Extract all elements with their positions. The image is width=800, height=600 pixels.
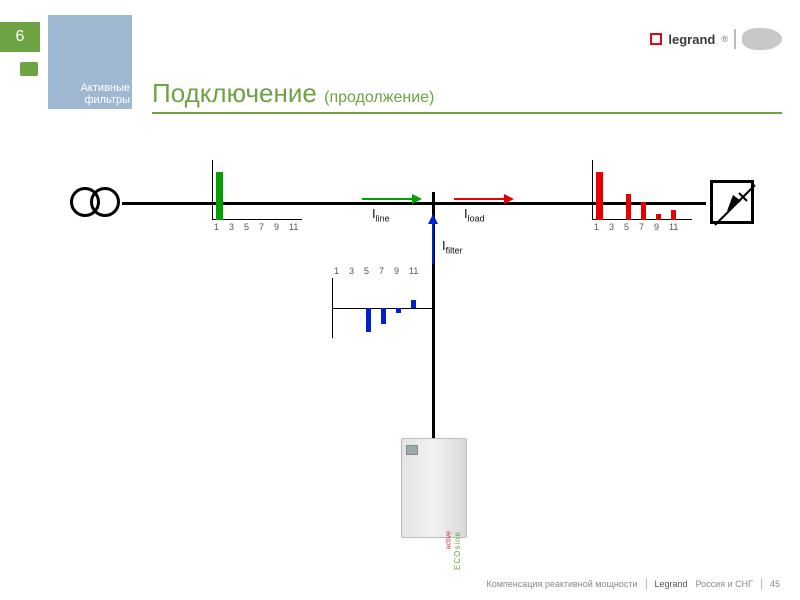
bar [626,194,631,220]
sidebar-line2: фильтры [84,94,130,106]
bar [641,202,646,220]
footer-region: Россия и СНГ [696,579,753,589]
tick: 5 [364,266,369,276]
tick: 7 [259,222,264,232]
arrow-label-load: Iload [464,206,485,224]
footer-divider [646,578,647,590]
logo-area: legrand ® [650,28,782,50]
title-main: Подключение [152,78,317,108]
footer-page: 45 [770,579,780,589]
chart-load-red: 1357911 [592,160,692,220]
bar [596,172,603,220]
arrow-head [504,194,514,204]
tick: 3 [609,222,614,232]
footer: Компенсация реактивной мощности Legrand … [486,578,780,590]
diode-icon [713,183,757,227]
footer-left: Компенсация реактивной мощности [486,579,637,589]
tick: 3 [349,266,354,276]
leaf-icon [20,62,38,76]
title-underline [152,112,782,114]
arrow-label-filter: Ifilter [442,238,463,256]
bar [411,300,416,308]
tick: 1 [334,266,339,276]
device-brand2: active [445,531,452,549]
chart-line-green: 1357911 [212,160,302,220]
device-panel [406,445,418,455]
tick: 9 [274,222,279,232]
tick: 7 [379,266,384,276]
tick: 11 [669,222,678,232]
tick: 1 [594,222,599,232]
tick: 11 [409,266,418,276]
tick: 5 [244,222,249,232]
slide-number: 6 [16,28,25,46]
sidebar-line1: Активные [81,82,130,94]
arrow-line [362,198,412,200]
connection-diagram: IlineIloadIfilter135791113579111357911EC… [62,160,762,540]
page-title: Подключение (продолжение) [152,78,434,109]
bar [671,210,676,220]
arrow-head [412,194,422,204]
sidebar-label: Активные фильтры [50,82,130,106]
trademark: ® [721,34,728,44]
filter-device: ECOsineactive [401,438,467,538]
arrow-line [454,198,504,200]
bar [381,308,386,324]
tick: 9 [654,222,659,232]
tick: 1 [214,222,219,232]
transformer-icon [70,187,120,217]
device-brand: ECOsine [453,531,462,570]
title-sub: (продолжение) [324,89,434,106]
bar [396,308,401,313]
footer-brand: Legrand [655,579,688,589]
rectifier-icon [710,180,754,224]
legrand-square-icon [650,33,662,45]
legrand-text: legrand [668,32,715,47]
map-icon [742,28,782,50]
arrow-head [428,214,438,224]
arrow-line [432,224,434,264]
tick: 11 [289,222,298,232]
tick: 3 [229,222,234,232]
slide-number-box: 6 [0,22,40,52]
tick: 5 [624,222,629,232]
chart-filter-blue: 1357911 [332,278,432,338]
bar [656,214,661,220]
bar [216,172,223,220]
tick: 7 [639,222,644,232]
junction-tick [432,192,435,202]
logo-divider [734,29,736,49]
tick: 9 [394,266,399,276]
arrow-label-line: Iline [372,206,390,224]
bar [366,308,371,332]
footer-divider2 [761,578,762,590]
